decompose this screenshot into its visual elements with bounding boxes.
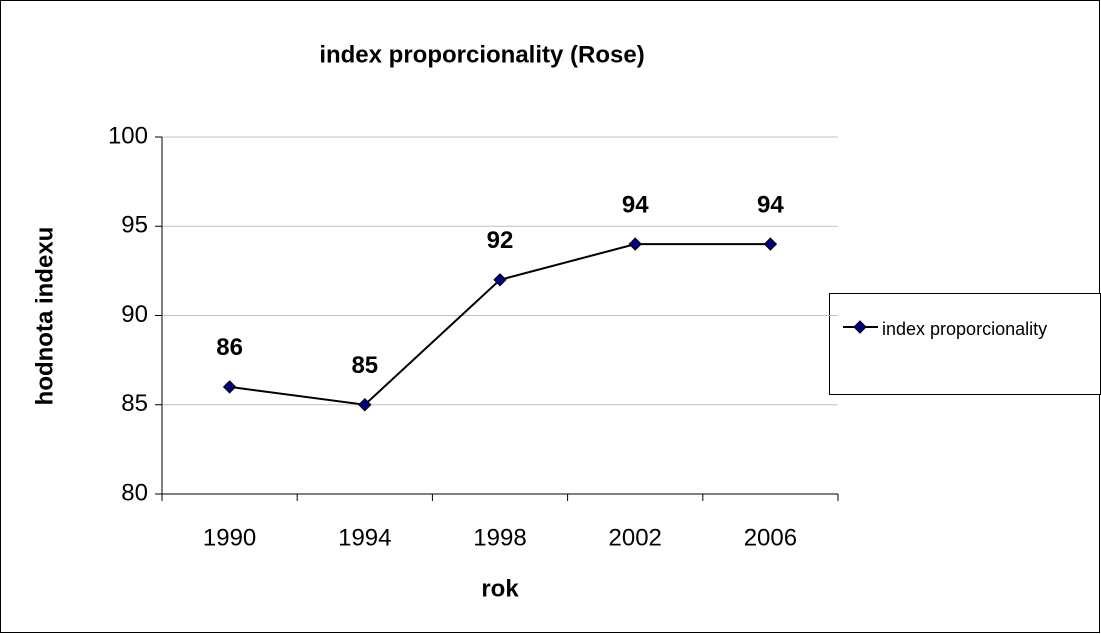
y-axis-label: hodnota indexu bbox=[31, 227, 58, 406]
x-tick-label: 1998 bbox=[473, 524, 526, 551]
legend-marker bbox=[853, 320, 867, 334]
data-label: 86 bbox=[216, 334, 243, 361]
legend-box bbox=[829, 293, 1101, 395]
x-tick-label: 1994 bbox=[338, 524, 391, 551]
data-point bbox=[493, 273, 507, 287]
data-point bbox=[358, 398, 372, 412]
legend-label: index proporcionality bbox=[882, 319, 1048, 339]
x-tick-label: 2002 bbox=[609, 524, 662, 551]
y-tick-label: 85 bbox=[121, 390, 148, 417]
data-label: 92 bbox=[487, 227, 514, 254]
y-tick-label: 90 bbox=[121, 301, 148, 328]
data-label: 94 bbox=[757, 191, 784, 218]
data-point bbox=[763, 237, 778, 251]
data-point bbox=[628, 237, 642, 251]
data-label: 94 bbox=[622, 191, 649, 218]
x-tick-label: 2006 bbox=[744, 524, 797, 551]
data-point bbox=[222, 380, 237, 394]
y-tick-label: 80 bbox=[121, 479, 148, 506]
x-axis-label: rok bbox=[481, 575, 519, 602]
data-label: 85 bbox=[351, 352, 378, 379]
chart-title: index proporcionality (Rose) bbox=[319, 41, 644, 68]
y-tick-label: 100 bbox=[108, 122, 148, 149]
y-tick-label: 95 bbox=[121, 212, 148, 239]
x-tick-label: 1990 bbox=[203, 524, 256, 551]
